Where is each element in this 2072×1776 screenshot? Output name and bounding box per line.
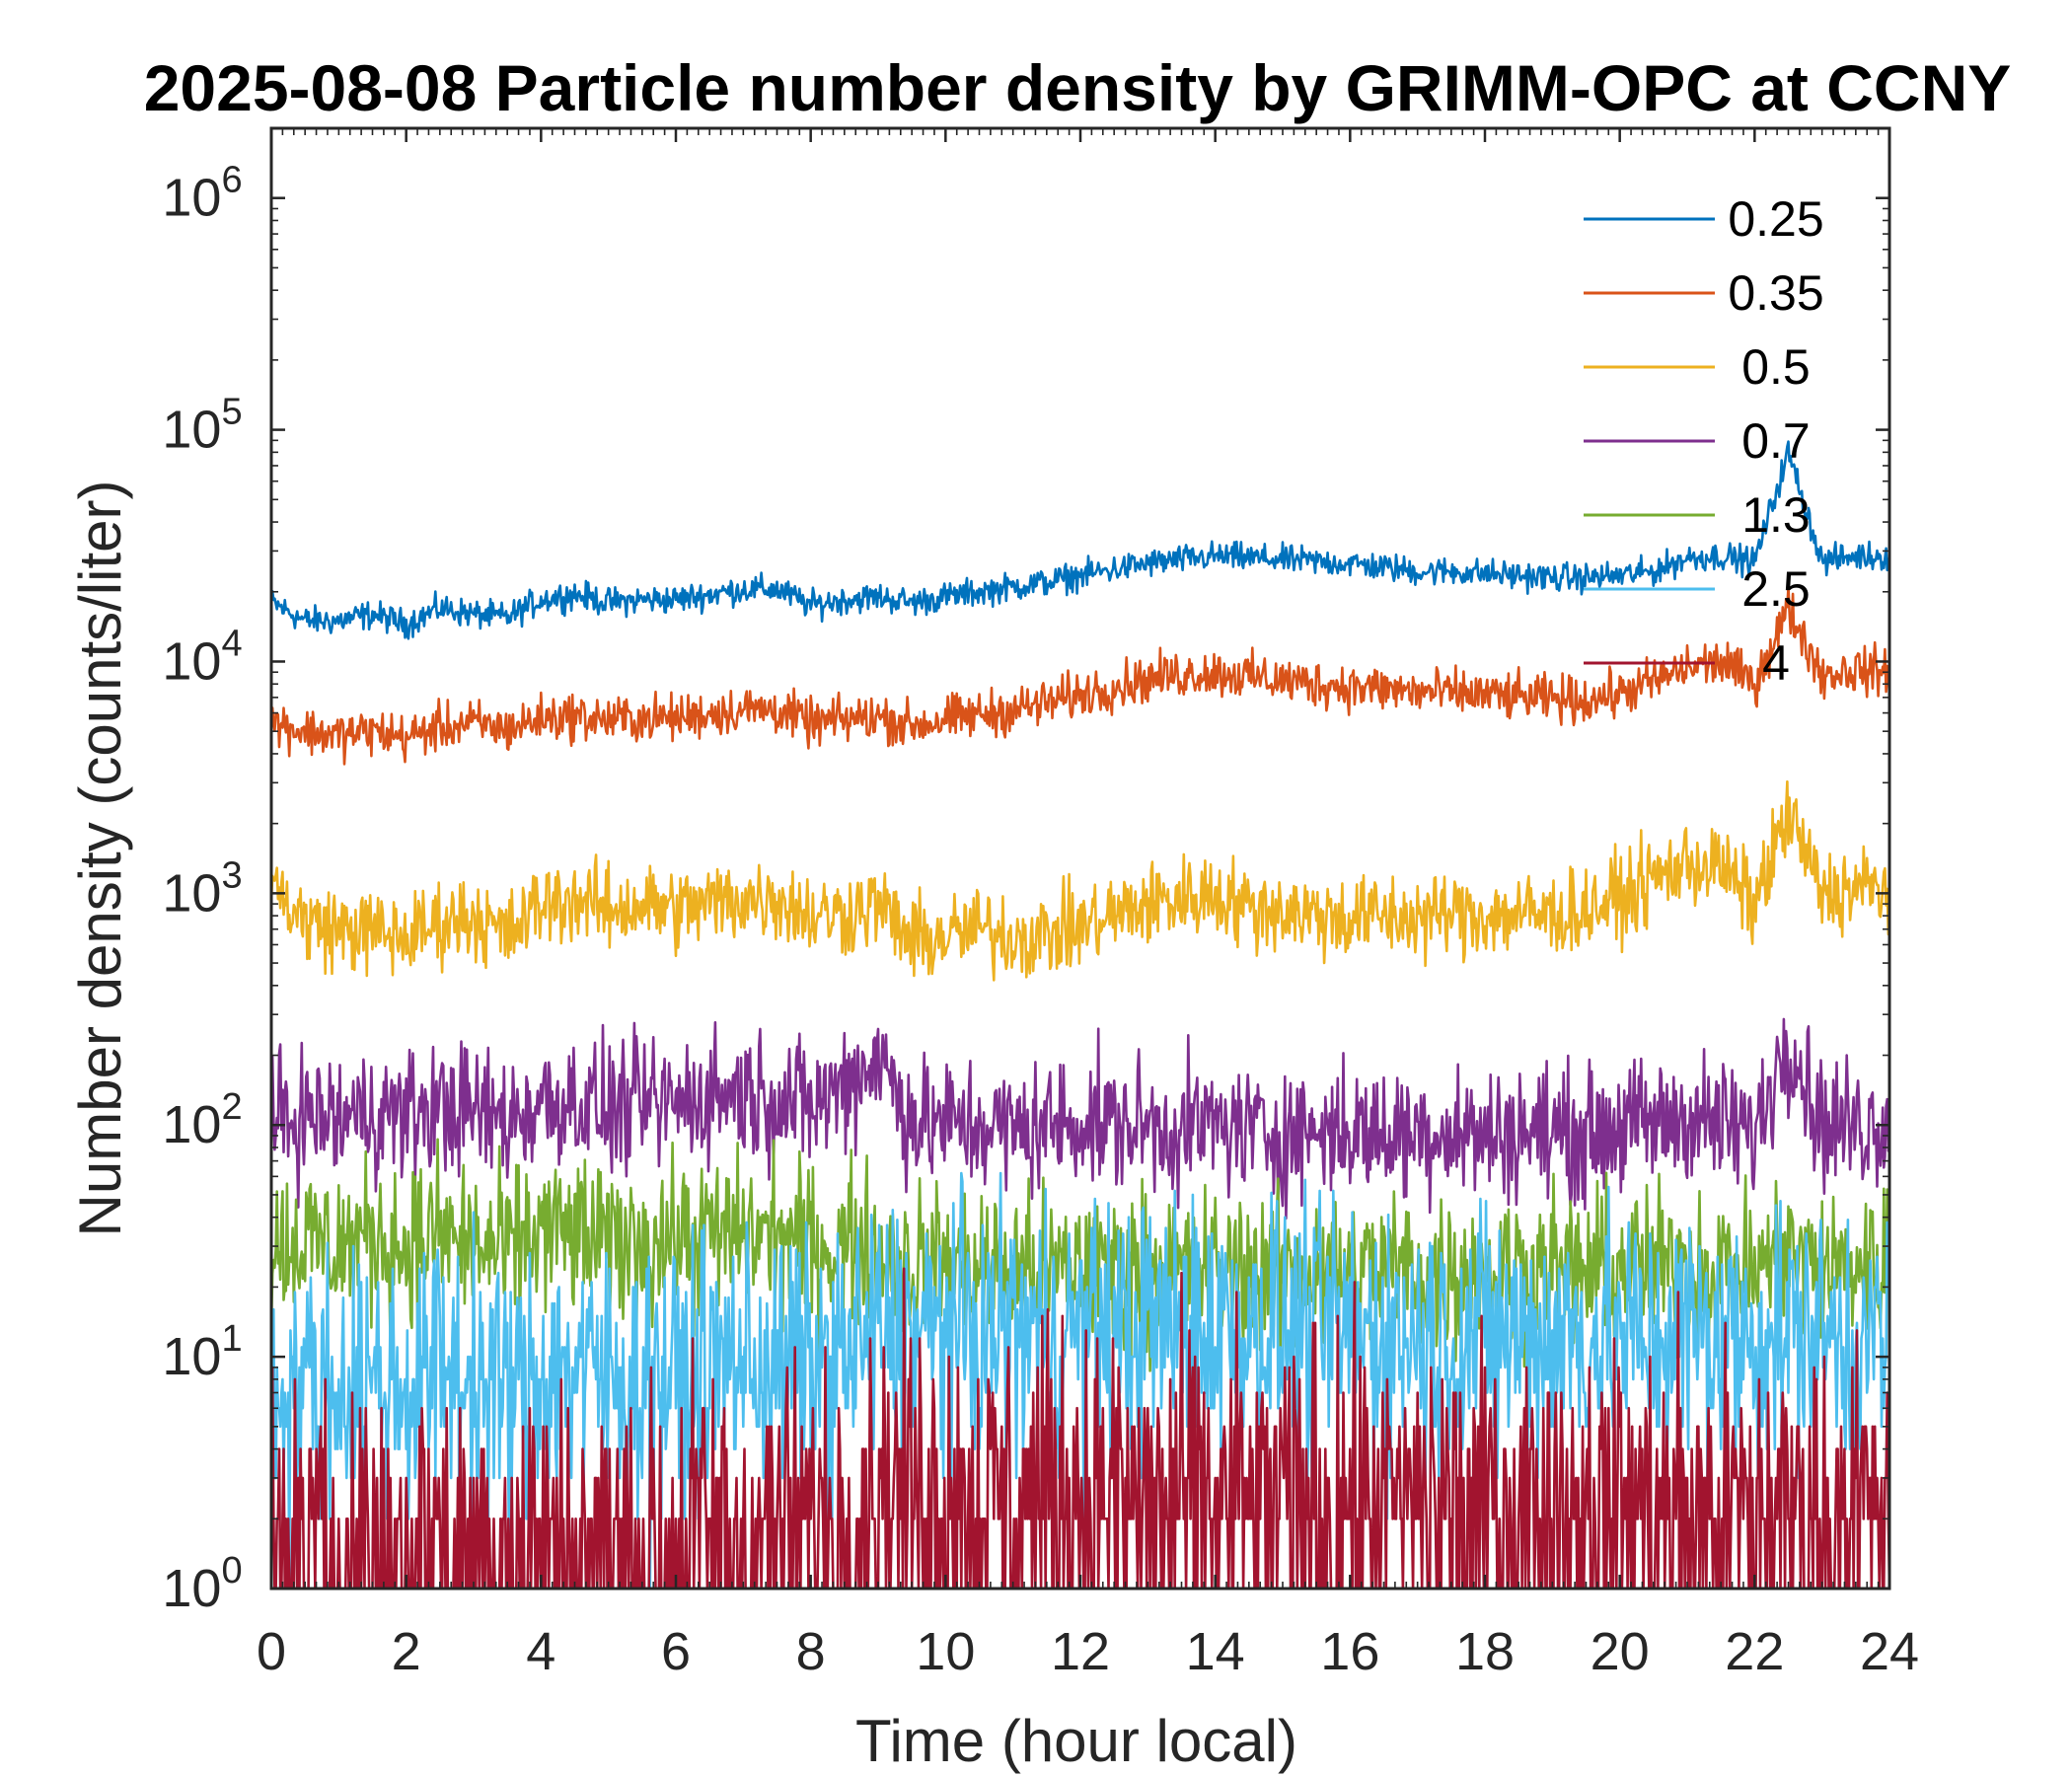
- legend-entry-4-label: 4: [1762, 635, 1790, 691]
- series-2-5-line: [269, 1171, 1891, 1591]
- y-tick-label: 100: [162, 1550, 242, 1618]
- series-layer: [269, 440, 1891, 1591]
- legend: 0.25 0.35 0.5 0.7 1.3 2.5 4: [1584, 191, 1824, 691]
- tick-labels: 0 2 4 6 8 10 12 14 16 18 20 22 241001011021031041051…: [162, 160, 1919, 1681]
- x-tick-label: 14: [1186, 1622, 1245, 1681]
- x-tick-label: 6: [661, 1622, 691, 1681]
- series-0-25-line: [269, 440, 1891, 640]
- x-axis-label: Time (hour local): [855, 1708, 1297, 1774]
- x-tick-label: 20: [1591, 1622, 1650, 1681]
- x-tick-label: 4: [526, 1622, 555, 1681]
- x-tick-label: 8: [796, 1622, 826, 1681]
- x-tick-label: 16: [1320, 1622, 1379, 1681]
- y-axis-label: Number density (counts/liter): [67, 481, 133, 1237]
- x-tick-label: 22: [1725, 1622, 1784, 1681]
- y-tick-label: 103: [162, 854, 242, 923]
- series-2-5-group: [269, 1171, 1891, 1591]
- x-tick-label: 18: [1455, 1622, 1515, 1681]
- series-0-5-line: [269, 779, 1891, 982]
- series-0-7-line: [269, 1017, 1891, 1221]
- y-tick-label: 101: [162, 1318, 242, 1386]
- series-1-3-line: [269, 1138, 1891, 1372]
- legend-entry-0-25-label: 0.25: [1728, 191, 1823, 247]
- x-tick-label: 24: [1860, 1622, 1919, 1681]
- y-tick-label: 104: [162, 623, 242, 691]
- x-tick-label: 12: [1051, 1622, 1110, 1681]
- series-0-5-group: [269, 779, 1891, 982]
- legend-entry-2-5-label: 2.5: [1741, 561, 1811, 617]
- legend-entry-0-7-label: 0.7: [1741, 413, 1811, 469]
- series-0-35-line: [269, 586, 1891, 766]
- legend-entry-1-3-label: 1.3: [1741, 487, 1811, 543]
- axes: [269, 126, 1891, 1591]
- legend-entry-0-5-label: 0.5: [1741, 339, 1811, 395]
- y-tick-label: 105: [162, 392, 242, 460]
- series-1-3-group: [269, 1138, 1891, 1372]
- chart-title: 2025-08-08 Particle number density by GR…: [144, 51, 2012, 124]
- y-tick-label: 106: [162, 160, 242, 228]
- series-0-35-group: [269, 586, 1891, 766]
- series-0-7-group: [269, 1017, 1891, 1221]
- x-tick-label: 0: [257, 1622, 286, 1681]
- x-tick-label: 10: [916, 1622, 975, 1681]
- series-0-25-group: [269, 440, 1891, 640]
- legend-entry-0-35-label: 0.35: [1728, 265, 1823, 321]
- y-tick-label: 102: [162, 1086, 242, 1154]
- x-tick-label: 2: [392, 1622, 421, 1681]
